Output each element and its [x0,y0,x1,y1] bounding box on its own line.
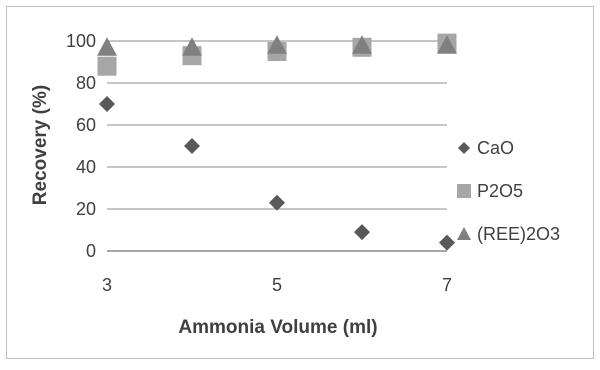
legend-marker-p2o5 [457,184,471,198]
legend-marker-ree-2o3 [457,227,471,240]
x-axis-ticks: 3 5 7 [102,275,452,295]
point-ree-2o3 [267,35,287,54]
y-tick-label: 60 [76,115,96,135]
point-p2o5 [97,56,117,76]
x-tick-label: 5 [272,275,282,295]
legend-marker-cao [458,142,470,154]
y-tick-label: 40 [76,157,96,177]
y-tick-label: 80 [76,73,96,93]
point-cao [184,138,200,154]
x-axis-title: Ammonia Volume (ml) [178,317,377,338]
x-tick-label: 3 [102,275,112,295]
y-tick-label: 20 [76,199,96,219]
point-ree-2o3 [97,37,117,56]
legend-label-cao: CaO [477,138,514,158]
y-axis-ticks: 0 20 40 60 80 100 [66,31,96,261]
legend: CaO P2O5 (REE)2O3 [457,138,560,244]
y-tick-label: 0 [86,241,96,261]
point-cao [354,224,370,241]
data-points [97,33,457,251]
legend-label-ree-2o3: (REE)2O3 [477,224,560,244]
legend-label-p2o5: P2O5 [477,181,523,201]
point-ree-2o3 [352,35,372,54]
point-cao [439,234,455,251]
y-axis-title: Recovery (%) [30,85,51,205]
point-cao [99,96,115,112]
x-tick-label: 7 [442,275,452,295]
point-ree-2o3 [182,37,202,56]
point-ree-2o3 [437,35,457,54]
y-tick-label: 100 [66,31,96,51]
point-cao [269,194,285,211]
